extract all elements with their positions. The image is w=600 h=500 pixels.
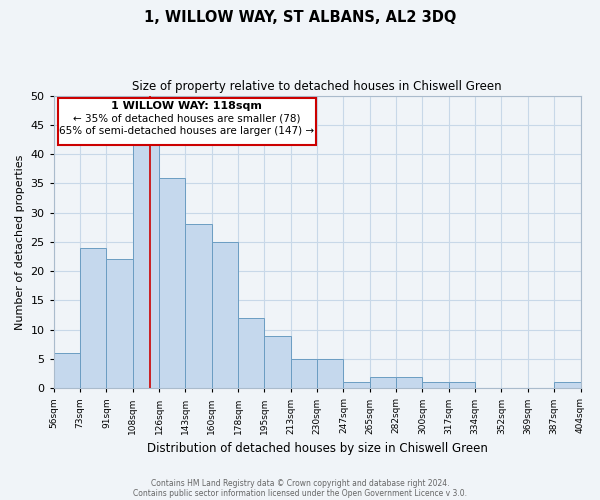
Bar: [265, 336, 291, 388]
Bar: [133, 142, 159, 388]
Text: 65% of semi-detached houses are larger (147) →: 65% of semi-detached houses are larger (…: [59, 126, 314, 136]
Bar: [185, 224, 212, 388]
Bar: [212, 242, 238, 388]
Bar: [159, 178, 185, 388]
Bar: [291, 359, 317, 388]
Title: Size of property relative to detached houses in Chiswell Green: Size of property relative to detached ho…: [132, 80, 502, 93]
FancyBboxPatch shape: [58, 98, 316, 146]
Bar: [80, 248, 106, 388]
Bar: [343, 382, 370, 388]
Bar: [449, 382, 475, 388]
Bar: [238, 318, 265, 388]
Bar: [54, 353, 80, 388]
Bar: [396, 376, 422, 388]
Bar: [370, 376, 396, 388]
Text: 1, WILLOW WAY, ST ALBANS, AL2 3DQ: 1, WILLOW WAY, ST ALBANS, AL2 3DQ: [144, 10, 456, 25]
Text: Contains HM Land Registry data © Crown copyright and database right 2024.: Contains HM Land Registry data © Crown c…: [151, 478, 449, 488]
Bar: [317, 359, 343, 388]
Text: 1 WILLOW WAY: 118sqm: 1 WILLOW WAY: 118sqm: [111, 102, 262, 112]
Bar: [106, 260, 133, 388]
Text: Contains public sector information licensed under the Open Government Licence v : Contains public sector information licen…: [133, 488, 467, 498]
Text: ← 35% of detached houses are smaller (78): ← 35% of detached houses are smaller (78…: [73, 113, 301, 123]
Bar: [554, 382, 581, 388]
Bar: [422, 382, 449, 388]
Y-axis label: Number of detached properties: Number of detached properties: [15, 154, 25, 330]
X-axis label: Distribution of detached houses by size in Chiswell Green: Distribution of detached houses by size …: [146, 442, 488, 455]
